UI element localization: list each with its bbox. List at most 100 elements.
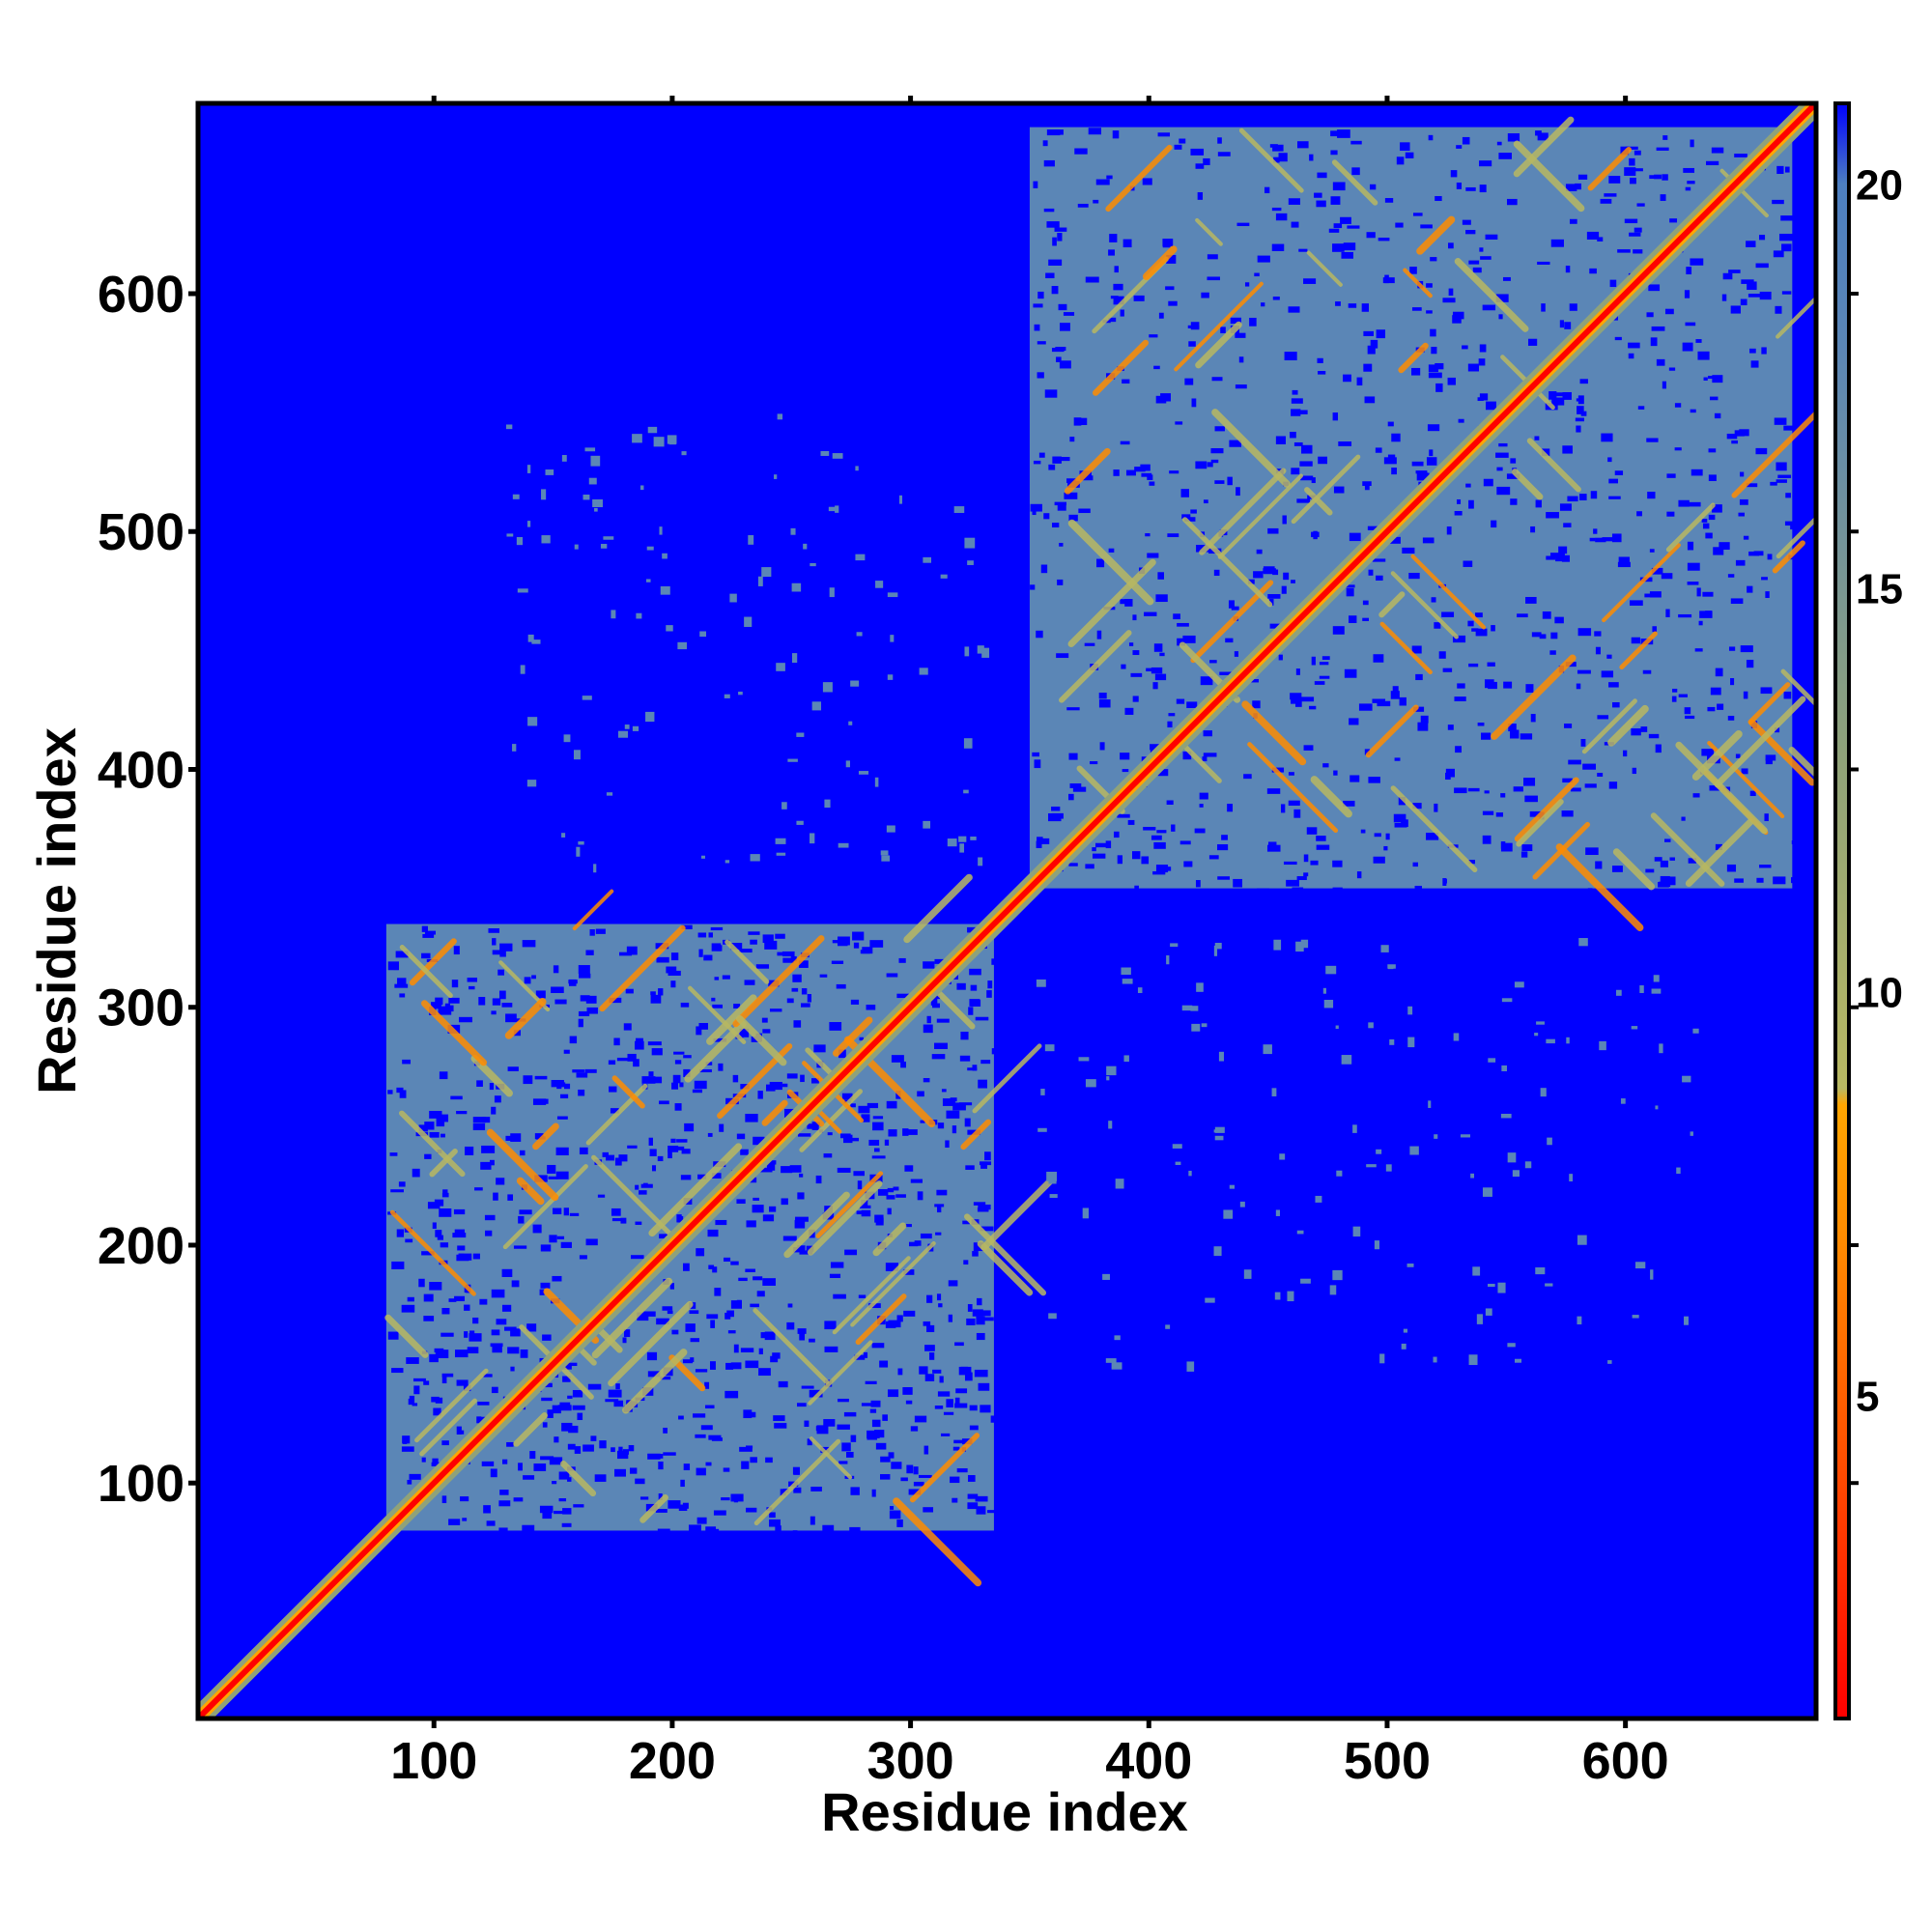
speckle [746, 1507, 757, 1513]
speckle [774, 1423, 787, 1429]
speckle [1046, 221, 1060, 228]
speckle [710, 926, 724, 931]
diagonal-line [198, 103, 1816, 1719]
speckle [532, 1224, 542, 1234]
speckle [967, 926, 977, 933]
speckle [1740, 645, 1753, 653]
speckle [1654, 174, 1662, 180]
speckle [1180, 489, 1189, 497]
speckle [418, 1124, 428, 1132]
speckle [518, 1215, 525, 1224]
speckle [506, 1441, 514, 1447]
inter-domain-contact [724, 860, 730, 864]
speckle [739, 949, 753, 953]
contact-streak [1181, 517, 1273, 608]
speckle [1600, 198, 1612, 204]
speckle [1535, 130, 1542, 136]
speckle [732, 1074, 739, 1083]
speckle [1124, 599, 1133, 607]
speckle [499, 949, 506, 957]
contact-streak [1587, 147, 1633, 191]
speckle [1671, 696, 1677, 702]
speckle [712, 1004, 724, 1009]
speckle [1068, 753, 1078, 760]
inter-domain-contact [881, 855, 891, 862]
speckle [674, 1146, 685, 1151]
inter-domain-contact [1188, 1170, 1192, 1177]
speckle [1682, 342, 1693, 352]
speckle [781, 1166, 793, 1174]
contact-streak [1776, 515, 1816, 559]
speckle [1314, 681, 1325, 685]
speckle [1042, 140, 1048, 147]
speckle [759, 1167, 773, 1173]
speckle [1467, 787, 1480, 792]
contact-streak [389, 1209, 476, 1296]
speckle [1281, 585, 1287, 594]
speckle [623, 1329, 631, 1338]
speckle [1431, 347, 1437, 355]
inter-domain-contact [1078, 1057, 1090, 1062]
speckle [1341, 251, 1353, 259]
speckle [1746, 241, 1756, 247]
speckle [554, 1436, 559, 1443]
speckle [869, 940, 884, 948]
speckle [439, 1208, 452, 1217]
contact-streak [1238, 128, 1304, 193]
speckle [1360, 829, 1366, 834]
inter-domain-contact [964, 646, 970, 657]
speckle [1648, 733, 1660, 739]
speckle [494, 1095, 501, 1103]
speckle [1735, 753, 1741, 758]
speckle [1306, 827, 1318, 835]
speckle [1340, 216, 1351, 224]
contact-streak [1555, 843, 1644, 931]
speckle [1529, 810, 1541, 817]
speckle [1099, 742, 1105, 751]
inter-domain-contact [561, 455, 567, 462]
speckle [887, 1187, 895, 1193]
speckle [1151, 835, 1162, 840]
speckle [761, 1017, 768, 1023]
speckle [667, 1310, 673, 1315]
speckle [1408, 572, 1420, 580]
speckle [809, 1389, 823, 1398]
contact-streak [1093, 339, 1150, 396]
speckle [964, 1372, 973, 1381]
inter-domain-contact [1205, 1297, 1215, 1303]
speckle [712, 1266, 718, 1273]
speckle [681, 924, 693, 929]
speckle [1517, 613, 1528, 618]
speckle [1230, 317, 1241, 325]
inter-domain-contact [1659, 1043, 1663, 1054]
inter-domain-contact [1040, 1089, 1045, 1095]
speckle [887, 1208, 892, 1215]
contact-streak [611, 1075, 645, 1109]
speckle [723, 1467, 730, 1472]
speckle [1291, 468, 1300, 475]
inter-domain-contact [639, 485, 644, 491]
speckle [1447, 377, 1456, 385]
speckle [1141, 856, 1150, 865]
speckle [611, 1218, 623, 1222]
contact-streak [1105, 144, 1173, 213]
speckle [441, 1495, 447, 1504]
speckle [1190, 148, 1205, 156]
speckle [599, 1440, 607, 1449]
speckle [1685, 715, 1695, 720]
speckle [954, 1397, 960, 1405]
contact-streak [687, 985, 747, 1044]
speckle [940, 1433, 951, 1436]
inter-domain-contact [1196, 982, 1204, 992]
speckle [502, 1459, 508, 1464]
speckle [627, 1145, 638, 1149]
inter-domain-contact [1214, 1135, 1224, 1141]
speckle [1561, 810, 1574, 817]
speckle [1452, 635, 1466, 643]
speckle [1267, 594, 1281, 599]
speckle [690, 1338, 700, 1343]
inter-domain-contact [1121, 967, 1131, 976]
speckle [1227, 804, 1234, 812]
speckle [1068, 863, 1078, 867]
speckle [1575, 417, 1584, 422]
